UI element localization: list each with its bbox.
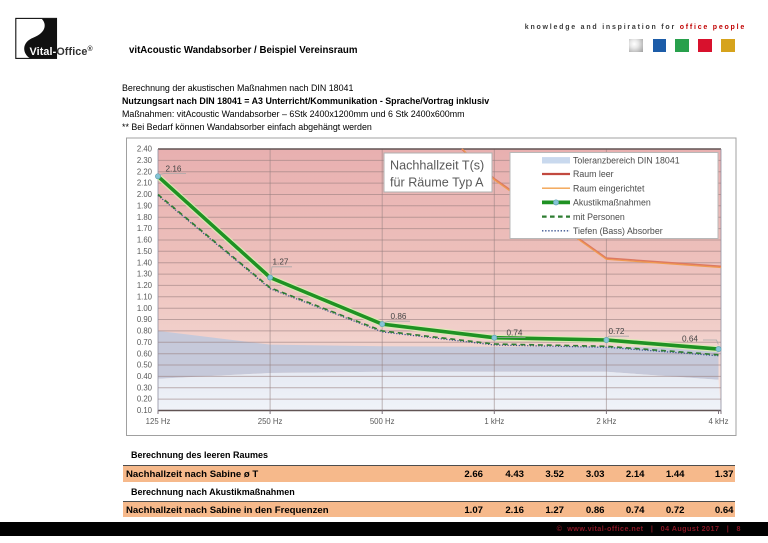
svg-text:0.64: 0.64 (682, 335, 698, 344)
svg-text:0.70: 0.70 (137, 338, 153, 347)
svg-text:2.20: 2.20 (137, 167, 153, 176)
svg-text:1.60: 1.60 (137, 236, 153, 245)
svg-text:Toleranzbereich DIN 18041: Toleranzbereich DIN 18041 (573, 156, 680, 166)
svg-text:0.86: 0.86 (391, 312, 407, 321)
svg-text:1.50: 1.50 (137, 247, 153, 256)
svg-text:2.10: 2.10 (137, 179, 153, 188)
svg-text:2.40: 2.40 (137, 145, 153, 154)
svg-text:0.74: 0.74 (507, 329, 523, 338)
svg-text:Raum eingerichtet: Raum eingerichtet (573, 183, 645, 193)
svg-text:500 Hz: 500 Hz (370, 417, 395, 426)
svg-text:mit Personen: mit Personen (573, 212, 625, 222)
svg-text:4 kHz: 4 kHz (709, 417, 729, 426)
svg-text:für Räume Typ A: für Räume Typ A (390, 176, 484, 190)
svg-text:0.90: 0.90 (137, 315, 153, 324)
svg-text:2.00: 2.00 (137, 190, 153, 199)
svg-text:0.40: 0.40 (137, 372, 153, 381)
svg-text:0.20: 0.20 (137, 395, 153, 404)
svg-text:1.40: 1.40 (137, 258, 153, 267)
svg-text:0.80: 0.80 (137, 327, 153, 336)
svg-text:0.50: 0.50 (137, 361, 153, 370)
svg-text:2.16: 2.16 (166, 165, 182, 174)
svg-text:1.20: 1.20 (137, 281, 153, 290)
svg-text:0.72: 0.72 (609, 327, 625, 336)
svg-text:1.27: 1.27 (273, 258, 289, 267)
svg-text:250 Hz: 250 Hz (258, 417, 283, 426)
svg-text:1.10: 1.10 (137, 292, 153, 301)
svg-text:2.30: 2.30 (137, 156, 153, 165)
svg-text:Tiefen (Bass) Absorber: Tiefen (Bass) Absorber (573, 226, 663, 236)
svg-text:Raum leer: Raum leer (573, 169, 614, 179)
svg-text:1.90: 1.90 (137, 201, 153, 210)
svg-text:Akustikmaßnahmen: Akustikmaßnahmen (573, 198, 651, 208)
svg-text:125 Hz: 125 Hz (146, 417, 171, 426)
svg-text:1 kHz: 1 kHz (484, 417, 504, 426)
svg-text:Nachhallzeit T(s): Nachhallzeit T(s) (390, 159, 484, 173)
svg-text:2 kHz: 2 kHz (596, 417, 616, 426)
svg-text:0.30: 0.30 (137, 383, 153, 392)
svg-text:0.10: 0.10 (137, 406, 153, 415)
svg-text:1.70: 1.70 (137, 224, 153, 233)
svg-text:1.00: 1.00 (137, 304, 153, 313)
svg-text:1.80: 1.80 (137, 213, 153, 222)
svg-text:1.30: 1.30 (137, 270, 153, 279)
svg-text:0.60: 0.60 (137, 349, 153, 358)
